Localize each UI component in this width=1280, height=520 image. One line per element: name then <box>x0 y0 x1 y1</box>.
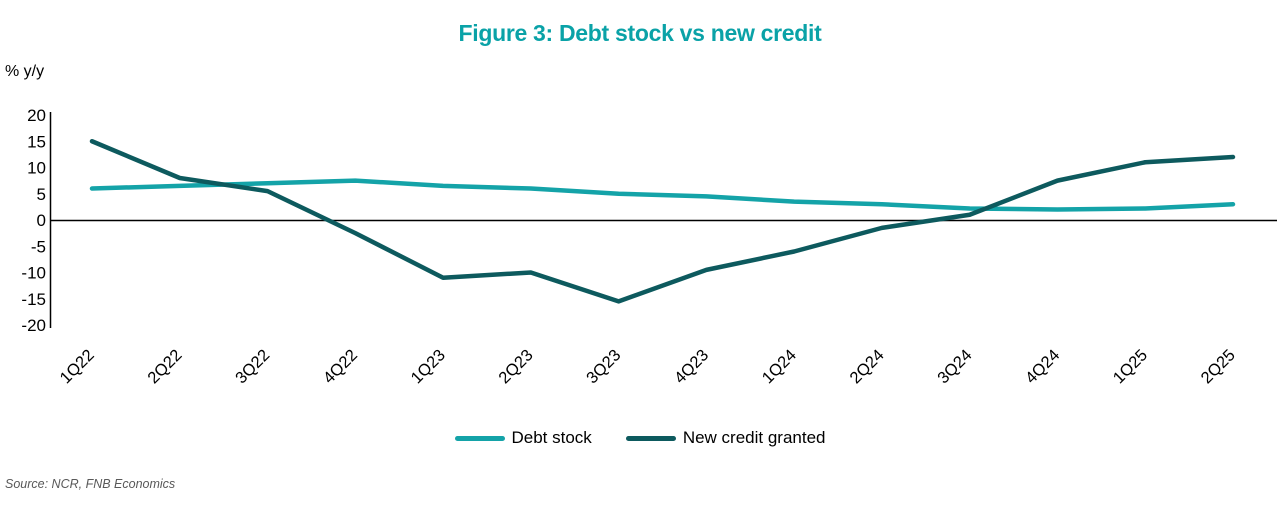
legend-line-swatch <box>625 435 676 441</box>
chart-legend: Debt stock New credit granted <box>0 428 1280 448</box>
legend-line-swatch <box>454 435 505 441</box>
x-tick-label: 4Q24 <box>1022 346 1063 387</box>
series-line-debt-stock <box>89 178 1236 212</box>
x-tick-label: 2Q22 <box>144 346 185 387</box>
y-tick-label: -10 <box>21 264 46 283</box>
x-tick-label: 2Q25 <box>1198 346 1239 387</box>
y-tick-label: -15 <box>21 290 46 309</box>
y-tick-label: 10 <box>27 159 46 178</box>
x-tick-label: 1Q24 <box>759 346 800 387</box>
x-tick-label: 4Q22 <box>320 346 361 387</box>
x-tick-label: 4Q23 <box>671 346 712 387</box>
legend-label: New credit granted <box>682 428 826 447</box>
legend-item-debt-stock: Debt stock <box>454 428 592 448</box>
y-tick-label: 20 <box>27 106 46 125</box>
x-tick-label: 3Q24 <box>934 346 975 387</box>
legend-item-new-credit-granted: New credit granted <box>625 428 826 448</box>
y-tick-label: 0 <box>37 211 46 230</box>
y-tick-label: -5 <box>31 237 46 256</box>
x-tick-label: 1Q25 <box>1110 346 1151 387</box>
x-tick-label: 3Q23 <box>583 346 624 387</box>
x-tick-label: 2Q24 <box>846 346 887 387</box>
x-tick-label: 1Q22 <box>57 346 98 387</box>
x-tick-label: 2Q23 <box>495 346 536 387</box>
y-axis-unit-label: % y/y <box>5 63 45 80</box>
x-tick-label: 3Q22 <box>232 346 273 387</box>
y-tick-label: 5 <box>37 185 46 204</box>
y-tick-label: 15 <box>27 132 46 151</box>
y-tick-label: -20 <box>21 316 46 335</box>
chart-title: Figure 3: Debt stock vs new credit <box>458 20 822 46</box>
legend-label: Debt stock <box>511 428 592 447</box>
series-line-new-credit-granted <box>89 139 1236 304</box>
x-tick-label: 1Q23 <box>408 346 449 387</box>
source-note: Source: NCR, FNB Economics <box>5 477 176 491</box>
